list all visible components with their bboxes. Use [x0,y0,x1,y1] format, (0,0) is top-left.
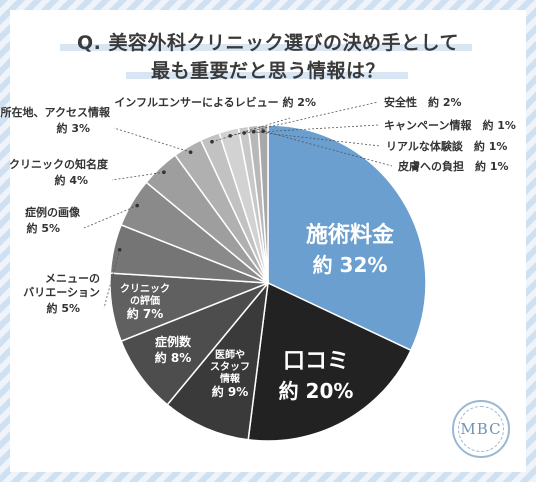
slice-label-value: 約 5% [46,301,80,315]
slice-label-name: リアルな体験談 約 1% [386,139,507,153]
slice-label-name: インフルエンサーによるレビュー 約 2% [114,95,316,109]
leader-line [113,127,191,153]
slice-label-outside: インフルエンサーによるレビュー 約 2% [114,95,316,109]
chart-title-line-2: 最も重要だと思う情報は？ [150,60,385,82]
leader-dot [261,129,266,133]
slice-label-outside: 安全性 約 2% [384,95,462,109]
slice-label-value: 約 3% [56,121,90,135]
leader-dot [242,131,246,135]
slice-label-name: 症例数 [155,334,192,349]
slice-label-value: 約 8% [155,350,192,365]
leader-dot [228,134,232,138]
pie-slice [166,280,270,441]
chart-title-line-1: Q. 美容外科クリニック選びの決め手として [77,32,459,54]
title-underline-2 [126,72,408,79]
slice-label-name: 医師や [215,348,245,361]
slice-label-outside: キャンペーン情報 約 1% [384,118,516,132]
leader-line [83,205,138,229]
leader-dot [188,150,193,154]
logo-ring [458,406,504,452]
slice-label-value: 約 4% [54,173,88,187]
slice-label-name: メニューの [45,272,100,285]
leader-line [230,101,379,137]
slice-label-name: 所在地、アクセス情報 [1,105,111,119]
leader-dot [162,170,166,174]
slice-label-value: 約 32% [313,253,388,277]
slice-label-name: キャンペーン情報 約 1% [384,118,516,132]
slice-label-name: スタッフ [210,361,250,373]
slice-label-outside: 皮膚への負担 約 1% [397,159,509,173]
slice-label-value: 約 20% [279,379,354,403]
slice-label-name: 口コミ [283,349,349,374]
slice-label-name: 情報 [220,372,241,385]
slice-label-outside: リアルな体験談 約 1% [386,139,507,153]
slice-label-name: 症例の画像 [25,205,81,219]
leader-dot [135,203,139,208]
slice-label-name: クリニックの知名度 [9,157,109,171]
leader-line [253,131,381,147]
leader-line [211,117,291,143]
leader-dot [117,248,122,252]
slice-label-name: 安全性 約 2% [384,95,462,109]
leader-line [111,171,164,181]
leader-lines [83,101,393,309]
mbc-logo: MBC [452,400,510,458]
pie-slice [257,124,269,284]
title-underline-1 [60,44,472,51]
leader-dot [210,139,214,144]
pie-slice [267,124,427,352]
slice-label-value: 約 5% [26,221,60,235]
slice-label-name: バリエーション [23,286,100,299]
leader-dot [251,129,256,134]
slice-label-value: 約 9% [212,384,249,399]
slice-label-name: の評価 [130,294,160,307]
slice-label-name: 皮膚への負担 約 1% [397,159,509,173]
pie-slices [109,124,427,442]
slice-label-name: 施術料金 [306,222,395,248]
slice-label-value: 約 7% [127,306,164,321]
slice-label-name: クリニック [120,283,170,295]
pie-slice [247,281,412,442]
